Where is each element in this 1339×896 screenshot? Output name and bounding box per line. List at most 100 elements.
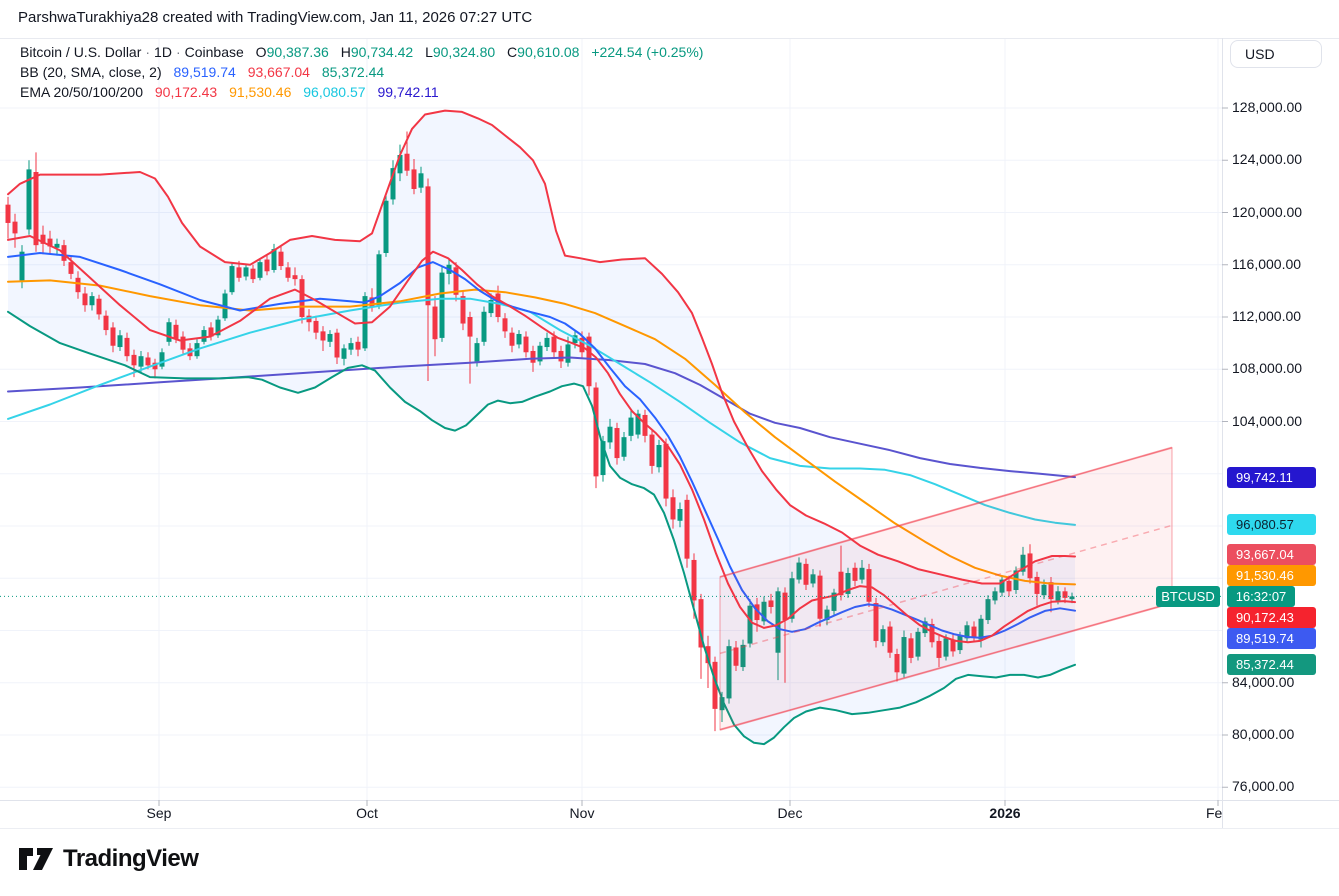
candle-body	[537, 345, 543, 362]
candle-body	[124, 337, 130, 357]
candle-body	[467, 317, 473, 337]
candle-body	[670, 497, 676, 520]
candle-body	[586, 336, 592, 387]
bb-lower-value: 85,372.44	[321, 64, 385, 80]
candle-body	[593, 387, 599, 477]
candle-body	[432, 306, 438, 340]
candle-body	[33, 172, 39, 246]
candle-body	[936, 640, 942, 658]
candle-body	[915, 631, 921, 657]
time-axis-label: Oct	[356, 805, 378, 821]
candle-body	[89, 296, 95, 306]
candle-body	[299, 279, 305, 317]
currency-unit-button[interactable]: USD	[1230, 40, 1322, 68]
candle-body	[859, 567, 865, 580]
candle-body	[663, 443, 669, 499]
candle-body	[404, 153, 410, 171]
candle-body	[887, 626, 893, 653]
legend-ema-row[interactable]: EMA 20/50/100/200 90,172.43 91,530.46 96…	[20, 82, 703, 102]
candle-body	[1006, 580, 1012, 592]
candle-body	[285, 267, 291, 278]
candle-body	[313, 320, 319, 333]
symbol-price-badge: BTCUSD	[1156, 585, 1220, 607]
ema20-value: 90,172.43	[154, 84, 218, 100]
low-label: L	[425, 44, 433, 60]
candle-body	[656, 445, 662, 468]
footer-brand: TradingView	[18, 845, 199, 873]
candle-body	[397, 155, 403, 174]
candle-body	[1055, 591, 1061, 601]
candle-body	[908, 638, 914, 658]
candle-body	[516, 333, 522, 345]
candle-body	[614, 428, 620, 459]
open-label: O	[255, 44, 267, 60]
candle-body	[411, 169, 417, 189]
candle-body	[376, 254, 382, 306]
candle-body	[131, 354, 137, 366]
candle-body	[5, 204, 11, 223]
candle-body	[502, 318, 508, 332]
candle-body	[761, 601, 767, 622]
price-axis-label: 116,000.00	[1232, 255, 1302, 272]
candle-body	[845, 573, 851, 594]
price-axis-label: 120,000.00	[1232, 203, 1303, 220]
legend-symbol-row[interactable]: Bitcoin / U.S. Dollar · 1D · Coinbase O90,38…	[20, 44, 704, 60]
candle-body	[341, 348, 347, 359]
candle-body	[383, 200, 389, 253]
candle-body	[950, 639, 956, 652]
bb-label[interactable]: BB (20, SMA, close, 2)	[20, 64, 162, 80]
candle-body	[495, 293, 501, 317]
candle-body	[747, 605, 753, 644]
interval[interactable]: 1D	[154, 44, 172, 60]
candle-body	[628, 417, 634, 436]
candle-body	[978, 618, 984, 640]
candle-body	[649, 434, 655, 466]
legend-bb-row[interactable]: BB (20, SMA, close, 2) 89,519.74 93,667.…	[20, 62, 703, 82]
time-axis-label: 2026	[989, 805, 1021, 821]
candle-body	[208, 327, 214, 337]
candle-body	[54, 243, 60, 248]
candle-body	[565, 344, 571, 363]
price-axis-label: 128,000.00	[1232, 99, 1303, 115]
candle-body	[1062, 591, 1068, 598]
candle-body	[292, 275, 298, 280]
price-badge: 89,519.74	[1227, 627, 1316, 649]
candle-body	[530, 350, 536, 363]
candle-body	[243, 267, 249, 277]
candle-body	[600, 441, 606, 476]
candle-body	[866, 569, 872, 602]
candle-body	[677, 509, 683, 521]
candle-body	[523, 336, 529, 353]
exchange: Coinbase	[184, 44, 244, 60]
candle-body	[369, 297, 375, 307]
candle-body	[705, 646, 711, 664]
candle-body	[509, 332, 515, 346]
candle-body	[957, 635, 963, 651]
candle-body	[201, 330, 207, 342]
price-axis-label: 76,000.00	[1232, 778, 1295, 795]
candle-body	[838, 571, 844, 596]
price-badge: 93,667.04	[1227, 543, 1316, 565]
candle-body	[460, 296, 466, 324]
candle-body	[75, 277, 81, 293]
ema-label[interactable]: EMA 20/50/100/200	[20, 84, 143, 100]
bb-upper-value: 93,667.04	[247, 64, 310, 80]
candle-body	[278, 251, 284, 267]
ema20-line	[7, 235, 1076, 644]
candle-body	[19, 251, 25, 281]
candle-body	[481, 311, 487, 342]
candle-body	[621, 437, 627, 457]
candle-body	[180, 336, 186, 350]
candle-body	[68, 262, 74, 274]
symbol-name[interactable]: Bitcoin / U.S. Dollar	[20, 44, 142, 60]
candle-body	[453, 267, 459, 295]
time-axis[interactable]: Sep Oct Nov Dec 2026 Feb	[0, 800, 1222, 828]
candle-body	[726, 646, 732, 699]
candle-body	[740, 644, 746, 668]
candle-body	[257, 262, 263, 278]
candle-body	[971, 626, 977, 638]
candle-body	[803, 563, 809, 585]
bar-countdown-badge: 16:32:07	[1227, 585, 1295, 607]
time-axis-label: Nov	[569, 805, 595, 821]
